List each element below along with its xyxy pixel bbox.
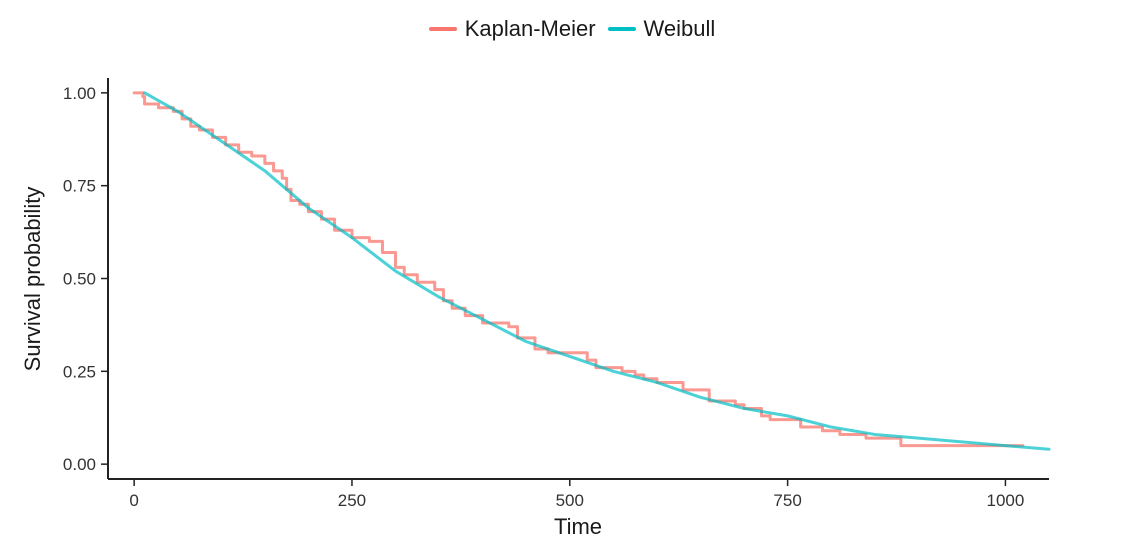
legend-label-weibull: Weibull	[643, 16, 716, 41]
legend-item-weibull: Weibull	[607, 16, 716, 42]
legend-label-kaplan-meier: Kaplan-Meier	[464, 16, 596, 41]
y-tick-label: 0.75	[63, 177, 96, 196]
legend-swatch-kaplan-meier	[428, 27, 457, 31]
x-tick-label: 250	[338, 491, 366, 510]
x-tick-label: 750	[773, 491, 801, 510]
legend: Kaplan-Meier Weibull	[0, 16, 1144, 42]
y-tick-label: 1.00	[63, 84, 96, 103]
x-tick-label: 1000	[987, 491, 1025, 510]
x-tick-label: 500	[556, 491, 584, 510]
axes: 0 250 500 750 1000 0.00 0.25 0.50 0.75 1.00	[63, 78, 1049, 510]
series-line-weibull	[143, 91, 1051, 451]
legend-item-kaplan-meier: Kaplan-Meier	[428, 16, 596, 42]
y-tick-label: 0.00	[63, 455, 96, 474]
y-tick-label: 0.50	[63, 270, 96, 289]
legend-swatch-weibull	[607, 27, 636, 31]
y-axis-title: Survival probability	[20, 187, 45, 372]
series-line-kaplan-meier	[132, 91, 1025, 448]
x-axis-title: Time	[554, 514, 602, 539]
series-layer	[132, 91, 1051, 451]
x-tick-label: 0	[129, 491, 138, 510]
y-tick-label: 0.25	[63, 362, 96, 381]
